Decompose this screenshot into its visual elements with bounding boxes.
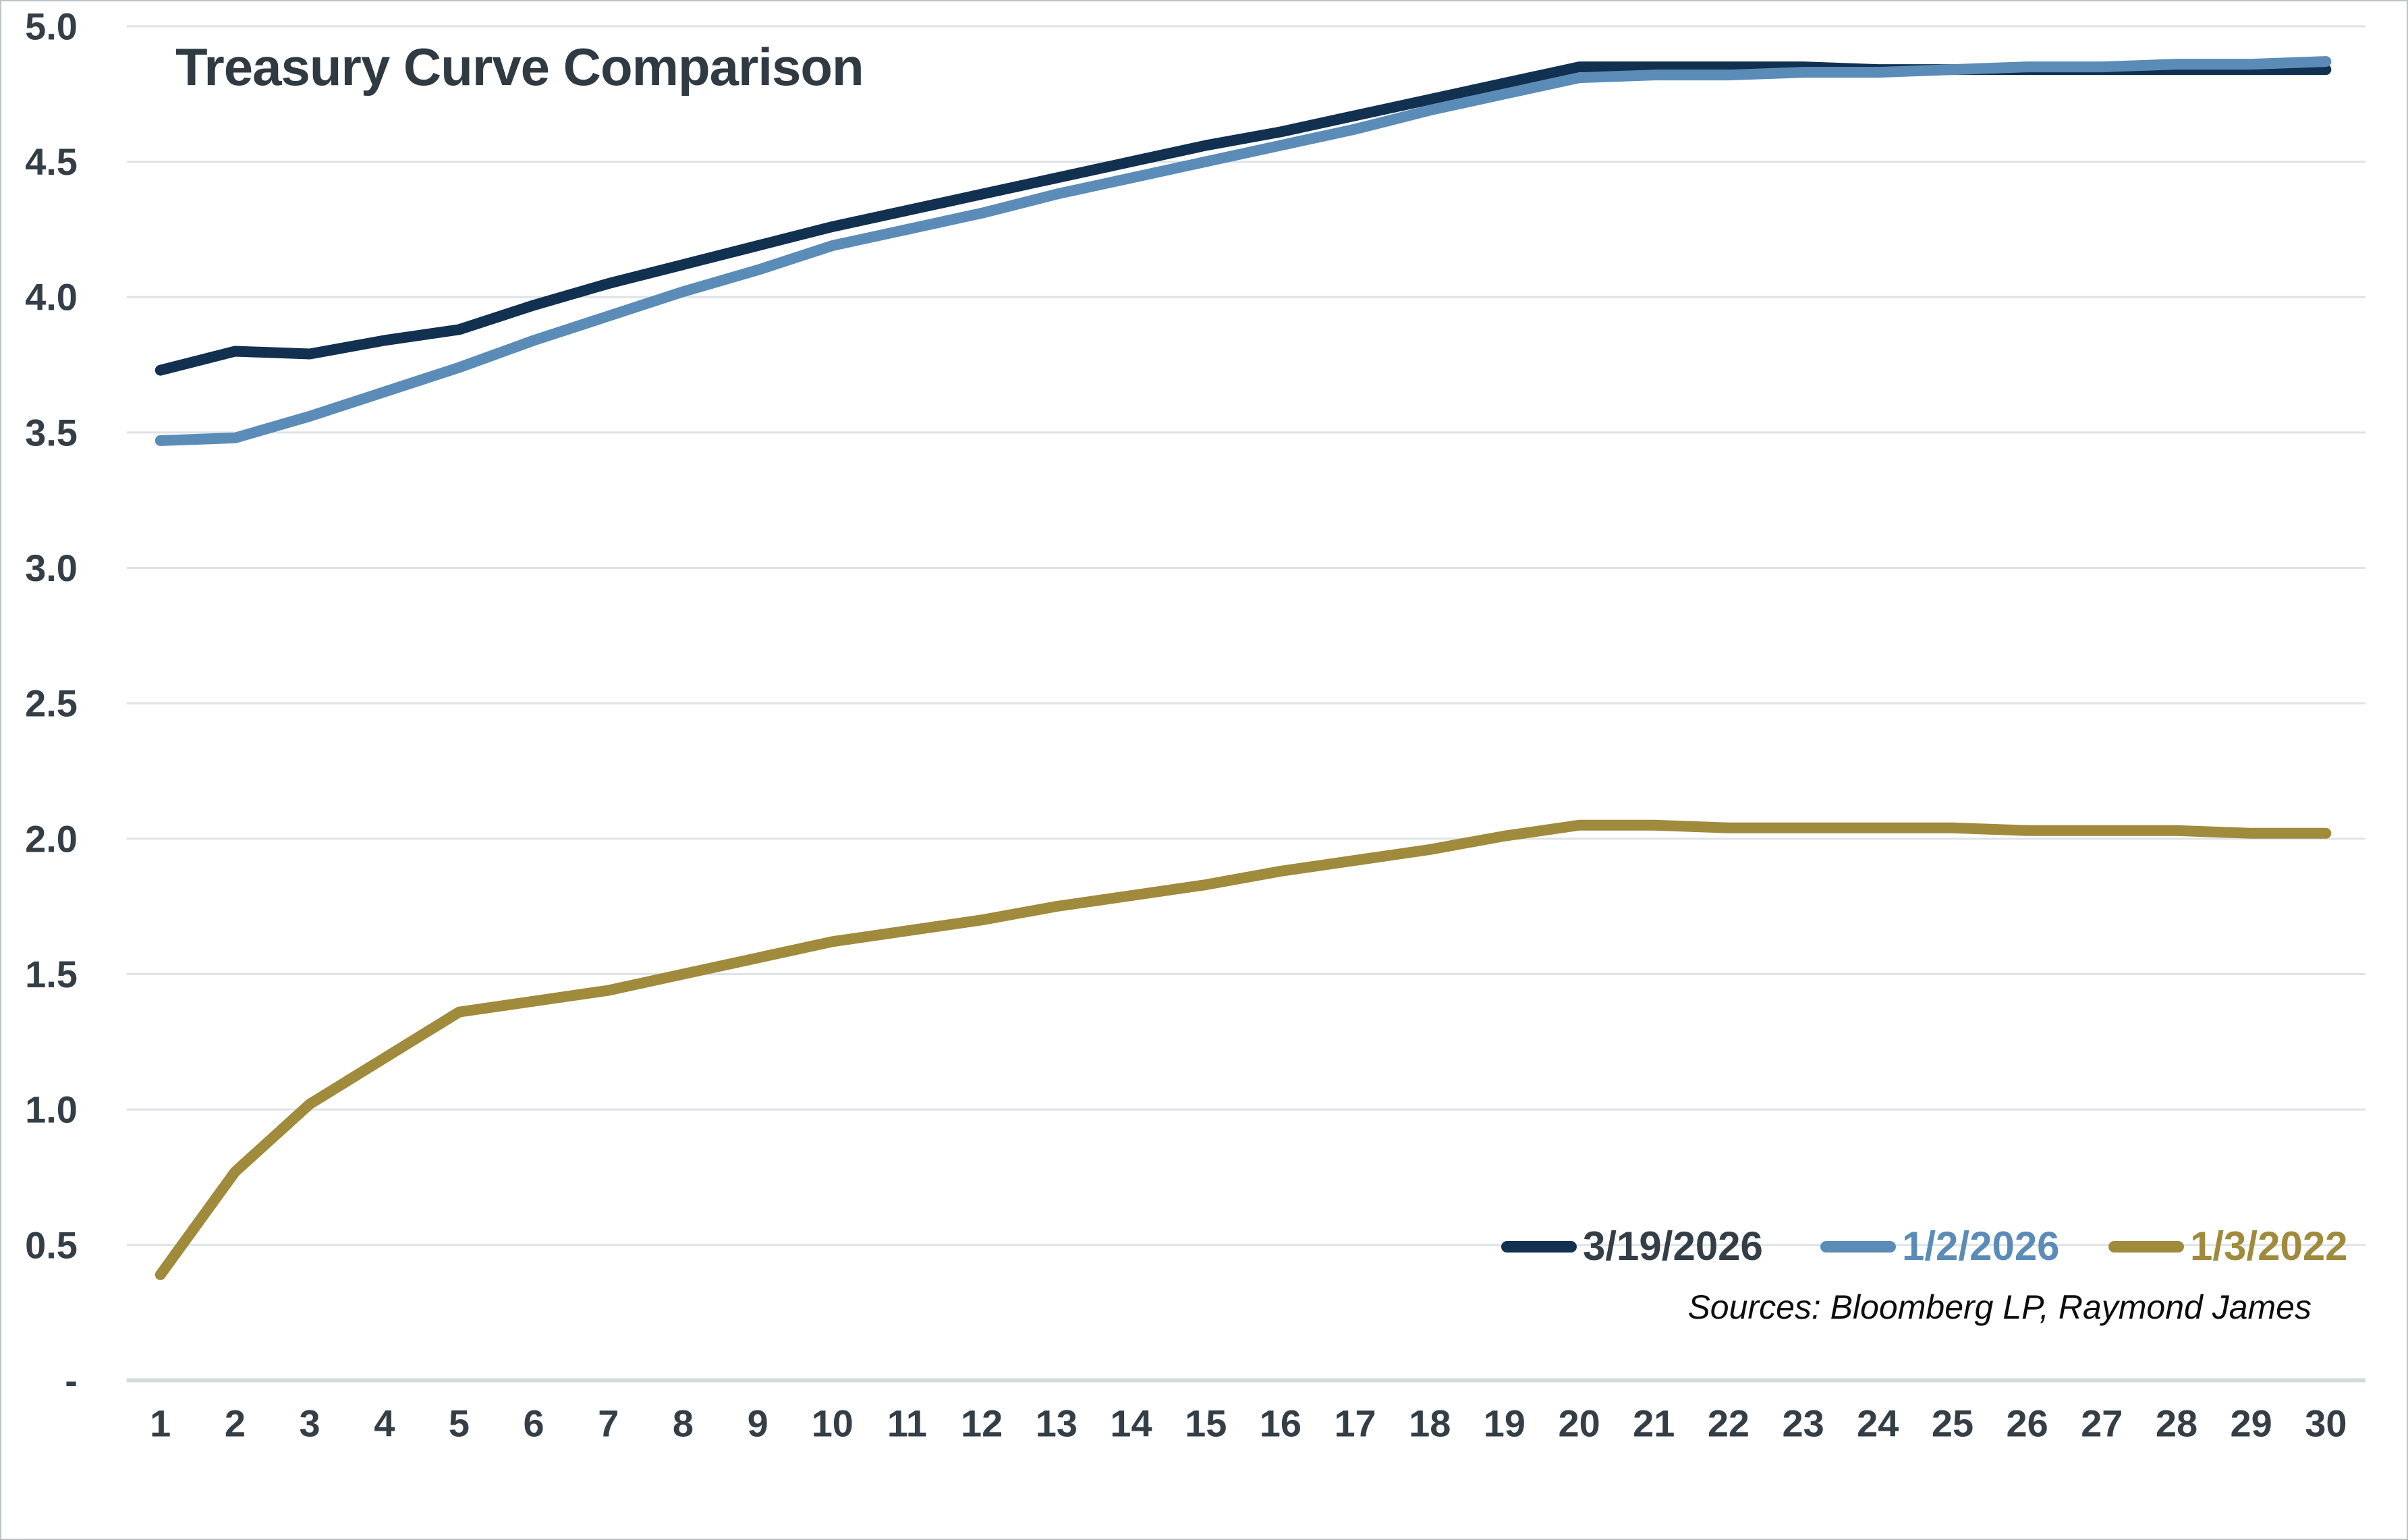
x-tick-label: 14 (1110, 1402, 1152, 1444)
y-tick-label: 3.0 (25, 547, 78, 589)
y-tick-label: 5.0 (25, 5, 78, 47)
x-tick-label: 11 (887, 1402, 927, 1444)
x-tick-label: 16 (1260, 1402, 1301, 1444)
y-tick-label: 4.5 (25, 140, 78, 183)
x-tick-label: 10 (812, 1402, 853, 1444)
x-tick-label: 2 (225, 1402, 246, 1444)
x-tick-label: 18 (1409, 1402, 1451, 1444)
x-tick-label: 19 (1484, 1402, 1525, 1444)
series-line-1/2/2026 (155, 56, 2332, 446)
y-tick-label: 1.5 (25, 953, 78, 995)
x-tick-label: 6 (524, 1402, 544, 1444)
x-tick-label: 9 (748, 1402, 768, 1444)
y-tick-label: 2.0 (25, 817, 78, 860)
x-tick-label: 30 (2305, 1402, 2347, 1444)
x-tick-label: 17 (1334, 1402, 1376, 1444)
x-tick-label: 13 (1036, 1402, 1077, 1444)
x-tick-label: 7 (598, 1402, 619, 1444)
y-tick-label: 4.0 (25, 276, 78, 319)
y-axis-tick-labels: 5.0 4.5 4.0 3.5 3.0 2.5 2.0 1.5 1.0 0.5 - (25, 5, 78, 1401)
y-tick-label: 3.5 (25, 411, 78, 453)
x-tick-label: 4 (374, 1402, 395, 1444)
x-tick-label: 15 (1185, 1402, 1227, 1444)
x-tick-label: 28 (2156, 1402, 2197, 1444)
x-tick-label: 25 (1932, 1402, 1973, 1444)
chart-title: Treasury Curve Comparison (175, 37, 864, 97)
x-tick-label: 3 (300, 1402, 320, 1444)
x-tick-label: 22 (1708, 1402, 1749, 1444)
gridlines (126, 25, 2366, 1383)
x-tick-label: 21 (1633, 1402, 1675, 1444)
x-tick-label: 29 (2231, 1402, 2272, 1444)
x-tick-label: 27 (2081, 1402, 2123, 1444)
x-axis-tick-labels: 1 2 3 4 5 6 7 8 9 10 11 12 13 14 15 16 17 18 19 20 21 22 23 24 2… (150, 1402, 2347, 1444)
x-tick-label: 20 (1558, 1402, 1600, 1444)
x-tick-label: 8 (673, 1402, 694, 1444)
sources-note: Sources: Bloomberg LP, Raymond James (1687, 1288, 2312, 1326)
x-tick-label: 1 (150, 1402, 171, 1444)
x-tick-label: 12 (961, 1402, 1003, 1444)
y-tick-label: 2.5 (25, 682, 78, 725)
x-tick-label: 23 (1783, 1402, 1824, 1444)
y-tick-label: 1.0 (25, 1089, 78, 1131)
series-line-3/19/2026 (155, 61, 2332, 376)
y-tick-label: 0.5 (25, 1223, 78, 1266)
y-tick-label: - (65, 1359, 78, 1402)
series-line-1/3/2022 (155, 819, 2332, 1280)
x-tick-label: 26 (2007, 1402, 2048, 1444)
x-tick-label: 24 (1857, 1402, 1899, 1444)
x-tick-label: 5 (449, 1402, 470, 1444)
